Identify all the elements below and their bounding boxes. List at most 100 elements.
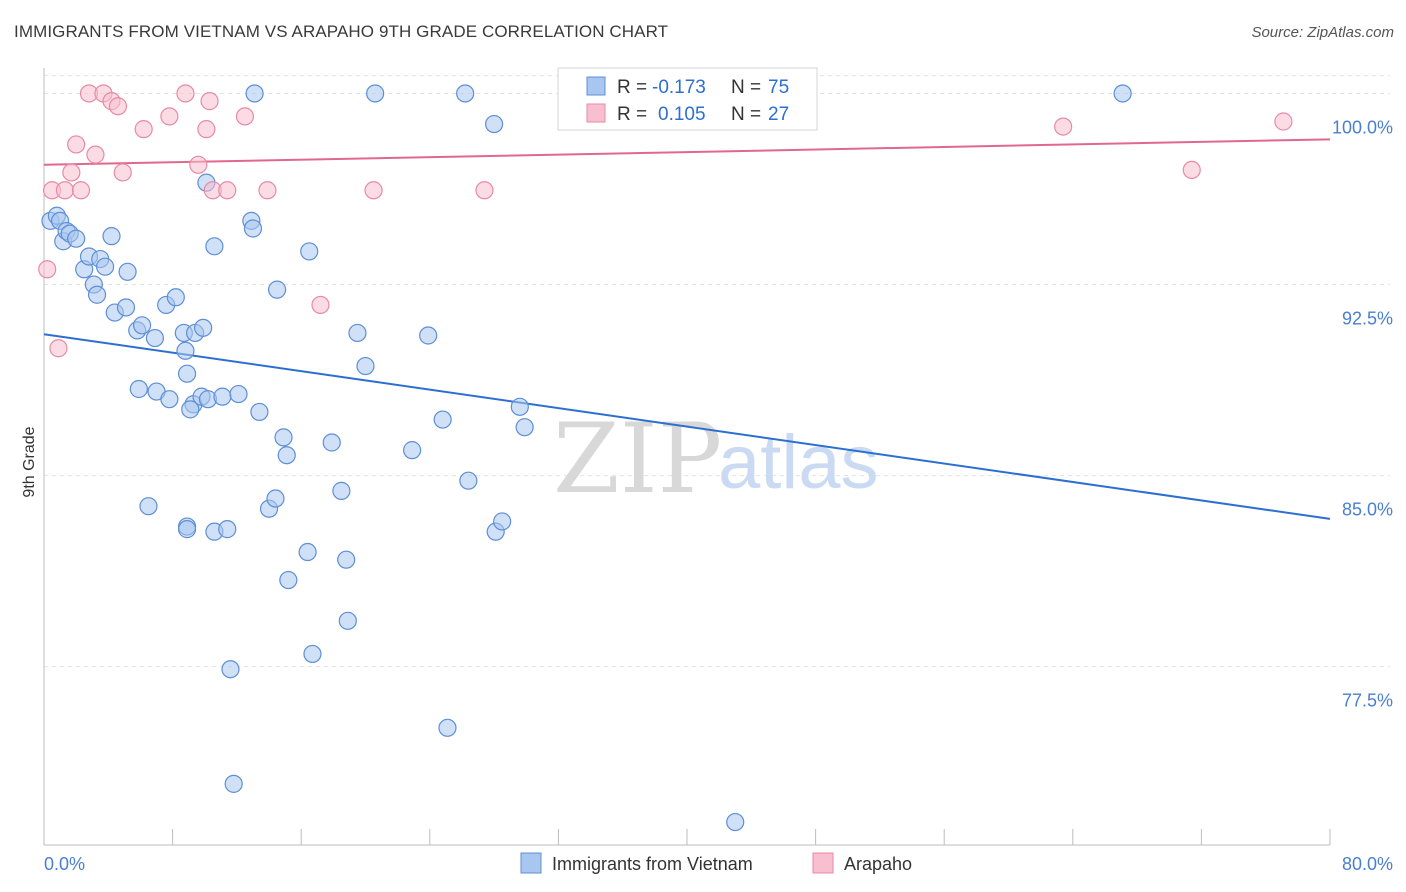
point-vietnam [366, 84, 385, 103]
point-vietnam [356, 356, 375, 376]
point-vietnam [459, 471, 478, 490]
axes [43, 68, 1331, 846]
point-arapaho [134, 120, 153, 139]
point-arapaho [1274, 112, 1293, 131]
point-vietnam [332, 481, 351, 500]
trendlines [43, 138, 1331, 520]
point-arapaho [67, 135, 86, 154]
point-vietnam [87, 285, 107, 304]
point-vietnam [1113, 84, 1132, 103]
point-vietnam [205, 237, 224, 256]
point-arapaho [1054, 117, 1073, 136]
point-vietnam [338, 611, 357, 630]
point-vietnam [300, 242, 319, 261]
point-vietnam [250, 402, 269, 422]
point-vietnam [337, 550, 356, 569]
point-arapaho [364, 181, 383, 200]
point-vietnam [433, 410, 452, 429]
point-vietnam [726, 812, 745, 832]
point-vietnam [515, 418, 534, 437]
point-vietnam [243, 219, 263, 238]
point-vietnam [181, 400, 200, 419]
legend-r-value-2: 0.105 [658, 104, 706, 125]
y-tick-label: 85.0% [1342, 500, 1393, 520]
legend-swatch-vietnam [586, 76, 606, 96]
point-arapaho [235, 107, 255, 126]
legend-n-value-1: 75 [768, 77, 789, 98]
point-vietnam [348, 323, 367, 343]
point-vietnam [485, 114, 504, 134]
legend-n-label-2: N = [731, 104, 761, 125]
point-arapaho [200, 92, 219, 111]
bottom-legend-swatch-vietnam [520, 852, 542, 874]
point-vietnam [145, 328, 165, 348]
legend-n-label-1: N = [731, 77, 761, 98]
point-vietnam [129, 379, 148, 399]
point-arapaho [189, 155, 208, 174]
point-arapaho [197, 120, 216, 139]
source-label: Source: ZipAtlas.com [1251, 24, 1394, 41]
point-vietnam [224, 774, 243, 793]
point-arapaho [1182, 160, 1201, 180]
point-vietnam [493, 512, 512, 531]
data-points [38, 84, 1293, 832]
x-tick-label-min: 0.0% [44, 854, 85, 874]
point-vietnam [229, 384, 248, 404]
watermark-zip: ZIP [553, 403, 722, 515]
point-arapaho [86, 145, 105, 164]
point-vietnam [218, 520, 237, 539]
point-arapaho [113, 163, 132, 182]
point-vietnam [213, 387, 232, 406]
point-vietnam [303, 644, 322, 664]
point-vietnam [95, 257, 115, 276]
y-tick-label: 100.0% [1332, 117, 1393, 137]
point-arapaho [49, 339, 68, 358]
point-arapaho [218, 181, 237, 200]
point-arapaho [38, 260, 57, 279]
point-arapaho [62, 163, 81, 182]
point-vietnam [298, 542, 317, 562]
point-vietnam [266, 489, 285, 508]
point-arapaho [71, 181, 91, 200]
y-tick-label: 92.5% [1342, 309, 1393, 329]
point-arapaho [160, 107, 179, 126]
point-vietnam [438, 718, 457, 737]
bottom-legend-swatch-arapaho [812, 852, 834, 874]
legend-n-value-2: 27 [768, 104, 789, 125]
point-arapaho [108, 97, 128, 116]
point-vietnam [403, 441, 422, 460]
point-vietnam [510, 397, 529, 416]
legend-r-value-1: -0.173 [652, 77, 706, 98]
point-vietnam [456, 84, 475, 103]
point-arapaho [55, 181, 74, 200]
point-vietnam [279, 570, 298, 590]
watermark: ZIP atlas [553, 403, 879, 515]
watermark-atlas: atlas [718, 420, 879, 505]
point-arapaho [176, 84, 195, 103]
chart-title: IMMIGRANTS FROM VIETNAM VS ARAPAHO 9TH G… [14, 22, 669, 41]
point-vietnam [176, 341, 195, 360]
point-vietnam [419, 326, 438, 345]
y-axis-label: 9th Grade [21, 426, 38, 497]
legend-r-label-2: R = [617, 104, 647, 125]
bottom-legend-label-vietnam: Immigrants from Vietnam [552, 854, 753, 874]
point-vietnam [160, 390, 179, 409]
point-vietnam [139, 497, 158, 516]
trendline-vietnam [43, 333, 1331, 520]
point-arapaho [475, 181, 494, 200]
stats-legend: R = -0.173 N = 75 R = 0.105 N = 27 [557, 67, 818, 131]
point-arapaho [258, 181, 277, 200]
point-vietnam [118, 262, 137, 281]
point-vietnam [177, 364, 197, 383]
y-tick-label: 77.5% [1342, 691, 1393, 711]
x-tick-label-max: 80.0% [1342, 854, 1393, 874]
point-vietnam [166, 288, 185, 307]
point-vietnam [177, 520, 197, 539]
point-vietnam [274, 428, 293, 447]
legend-r-label-1: R = [617, 77, 647, 98]
point-vietnam [245, 84, 264, 103]
series-legend: Immigrants from Vietnam Arapaho [520, 852, 912, 874]
point-vietnam [102, 227, 121, 246]
point-arapaho [311, 295, 330, 315]
point-vietnam [132, 316, 152, 335]
